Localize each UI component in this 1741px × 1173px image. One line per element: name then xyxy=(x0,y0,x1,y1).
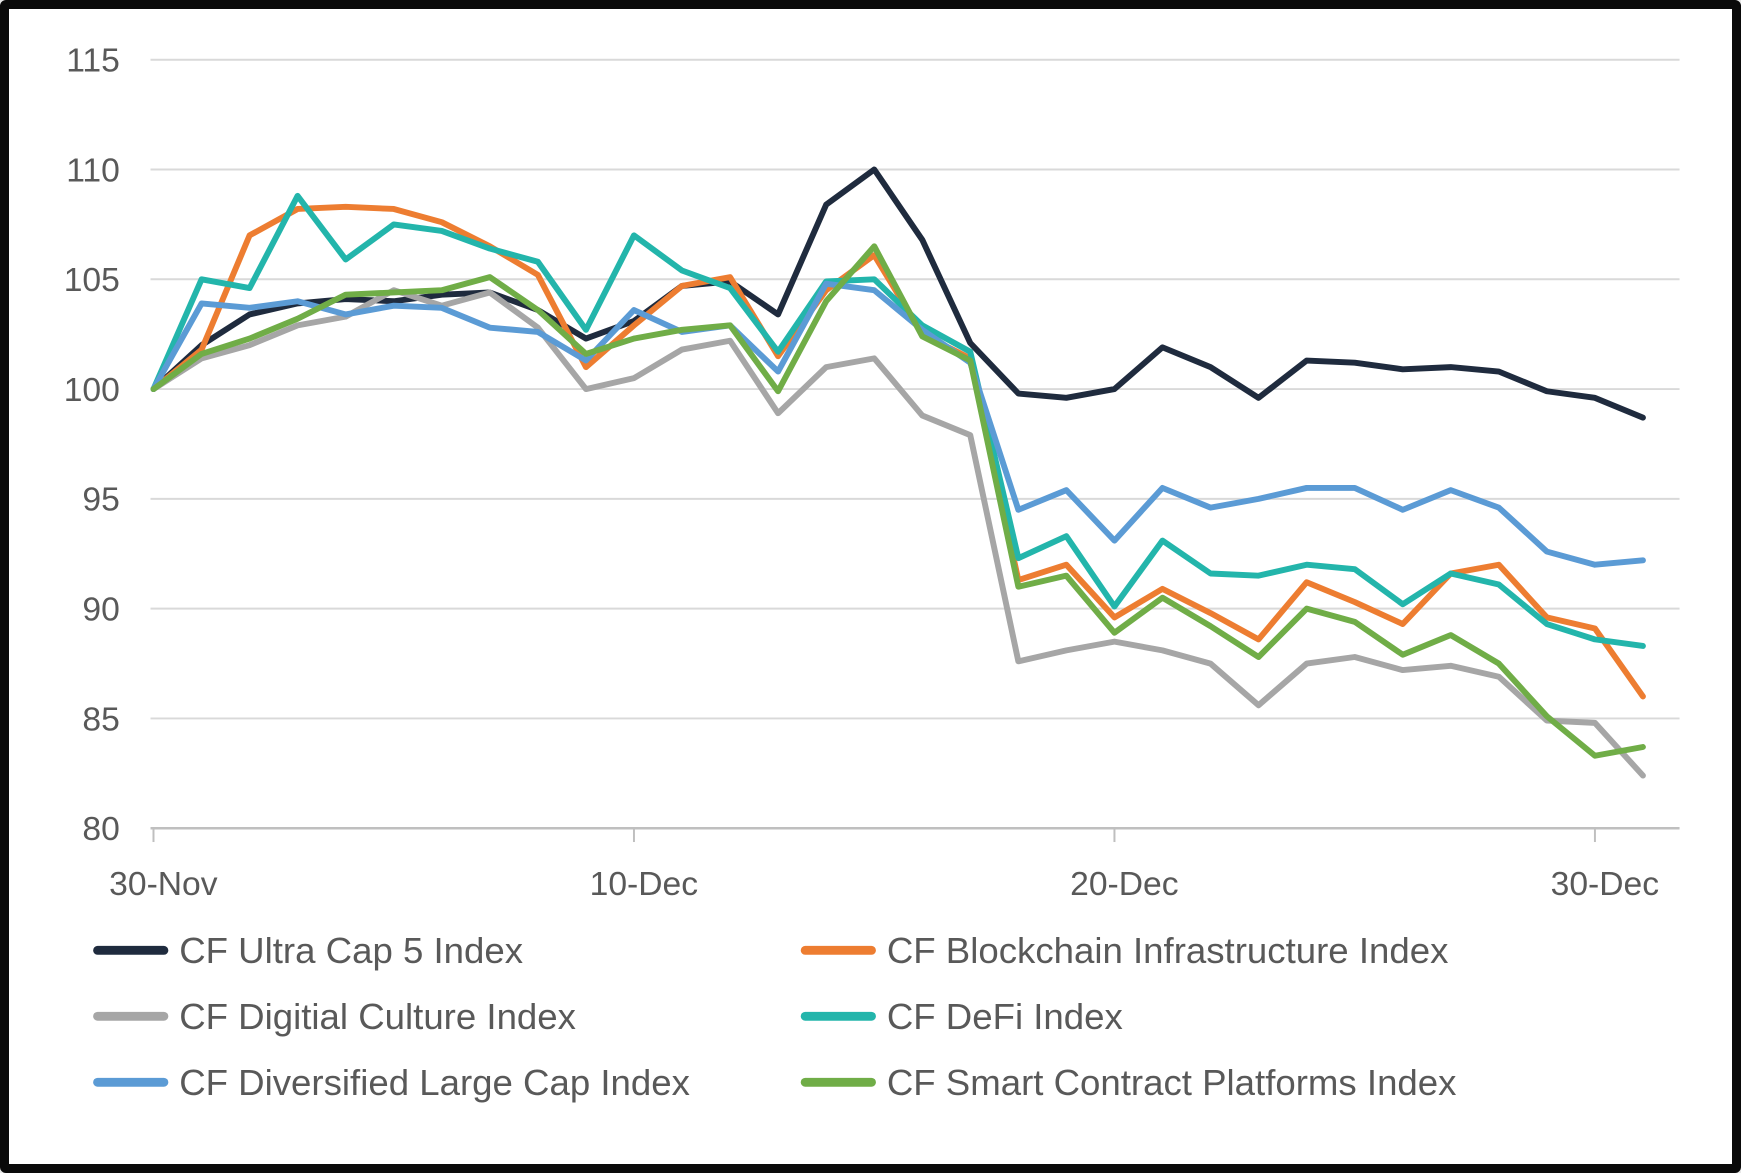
x-tick-label: 30-Dec xyxy=(1551,866,1659,903)
x-tick-label: 20-Dec xyxy=(1070,866,1178,903)
legend-item-ultra-cap-5: CF Ultra Cap 5 Index xyxy=(93,930,523,971)
legend-swatch-digitial-culture xyxy=(93,1011,169,1021)
gridlines xyxy=(150,58,1680,830)
series-line xyxy=(150,243,1646,759)
legend-swatch-smart-contract-platforms xyxy=(800,1077,876,1087)
legend-item-digitial-culture: CF Digitial Culture Index xyxy=(93,996,576,1037)
y-tick-label: 110 xyxy=(66,152,120,189)
legend: CF Ultra Cap 5 Index CF Blockchain Infra… xyxy=(93,930,1456,1103)
y-tick-label: 105 xyxy=(64,262,120,299)
series-line xyxy=(150,166,1646,421)
y-tick-label: 85 xyxy=(82,701,119,738)
legend-label-digitial-culture: CF Digitial Culture Index xyxy=(179,996,576,1037)
legend-label-smart-contract-platforms: CF Smart Contract Platforms Index xyxy=(887,1062,1457,1103)
legend-item-smart-contract-platforms: CF Smart Contract Platforms Index xyxy=(800,1062,1457,1103)
y-axis-labels: 115 110 105 100 95 90 85 80 xyxy=(64,43,120,848)
series-line xyxy=(150,287,1646,779)
series-line xyxy=(150,192,1646,649)
y-tick-label: 80 xyxy=(82,811,119,848)
x-axis xyxy=(152,828,1596,843)
y-tick-label: 115 xyxy=(66,43,120,80)
legend-label-blockchain-infrastructure: CF Blockchain Infrastructure Index xyxy=(887,930,1449,971)
y-tick-label: 90 xyxy=(82,592,119,629)
legend-label-defi: CF DeFi Index xyxy=(887,996,1123,1037)
x-tick-label: 10-Dec xyxy=(590,866,698,903)
x-axis-labels: 30-Nov 10-Dec 20-Dec 30-Dec xyxy=(109,866,1659,903)
y-tick-label: 100 xyxy=(64,372,120,409)
series-line xyxy=(150,280,1646,568)
legend-label-diversified-large-cap: CF Diversified Large Cap Index xyxy=(179,1062,690,1103)
legend-swatch-defi xyxy=(800,1011,876,1021)
legend-label-ultra-cap-5: CF Ultra Cap 5 Index xyxy=(179,930,523,971)
legend-item-blockchain-infrastructure: CF Blockchain Infrastructure Index xyxy=(800,930,1449,971)
legend-swatch-ultra-cap-5 xyxy=(93,945,169,955)
legend-swatch-diversified-large-cap xyxy=(93,1077,169,1087)
y-tick-label: 95 xyxy=(82,482,119,519)
x-tick-label: 30-Nov xyxy=(109,866,218,903)
series-lines xyxy=(150,166,1646,779)
legend-item-diversified-large-cap: CF Diversified Large Cap Index xyxy=(93,1062,690,1103)
legend-swatch-blockchain-infrastructure xyxy=(800,945,876,955)
legend-item-defi: CF DeFi Index xyxy=(800,996,1123,1037)
